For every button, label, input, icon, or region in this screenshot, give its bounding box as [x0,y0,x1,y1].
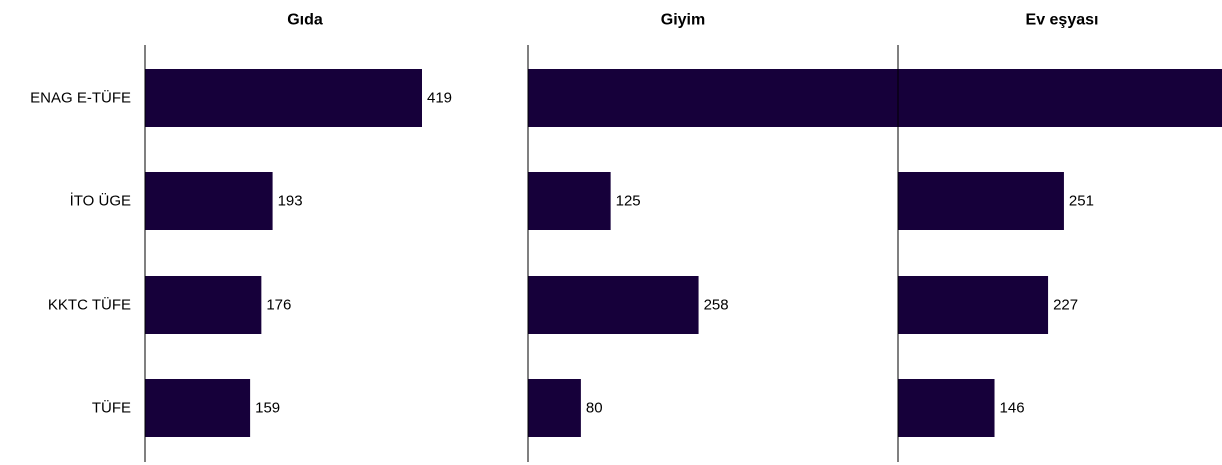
value-label-gida-tufe: 159 [255,400,280,417]
bar-ev-esyasi-enag-e-tufe [898,69,1222,127]
category-label-tufe: TÜFE [92,399,131,417]
bar-giyim-kktc-tufe [528,276,699,334]
value-label-ev-esyasi-tufe: 146 [1000,400,1025,417]
bar-giyim-tufe [528,379,581,437]
bar-ev-esyasi-kktc-tufe [898,276,1049,334]
category-label-enag-e-tufe: ENAG E-TÜFE [30,89,131,107]
bar-ev-esyasi-tufe [898,379,995,437]
bar-gida-kktc-tufe [145,276,262,334]
bar-gida-enag-e-tufe [145,69,422,127]
value-label-ev-esyasi-kktc-tufe: 227 [1053,297,1078,314]
value-label-ev-esyasi-ito-uge: 251 [1069,193,1094,210]
bar-ev-esyasi-ito-uge [898,172,1064,230]
bar-gida-tufe [145,379,251,437]
panel-title-gida: Gıda [287,12,323,29]
bar-giyim-ito-uge [528,172,611,230]
value-label-giyim-kktc-tufe: 258 [704,297,729,314]
bar-giyim-enag-e-tufe [528,69,939,127]
category-label-ito-uge: İTO ÜGE [70,192,131,210]
category-label-kktc-tufe: KKTC TÜFE [48,296,131,314]
value-label-giyim-tufe: 80 [586,400,603,417]
value-label-giyim-ito-uge: 125 [616,193,641,210]
bar-gida-ito-uge [145,172,273,230]
value-label-gida-ito-uge: 193 [278,193,303,210]
panel-title-ev-esyasi: Ev eşyası [1026,12,1099,29]
panel-title-giyim: Giyim [661,12,705,29]
value-label-gida-kktc-tufe: 176 [266,297,291,314]
value-label-gida-enag-e-tufe: 419 [427,90,452,107]
